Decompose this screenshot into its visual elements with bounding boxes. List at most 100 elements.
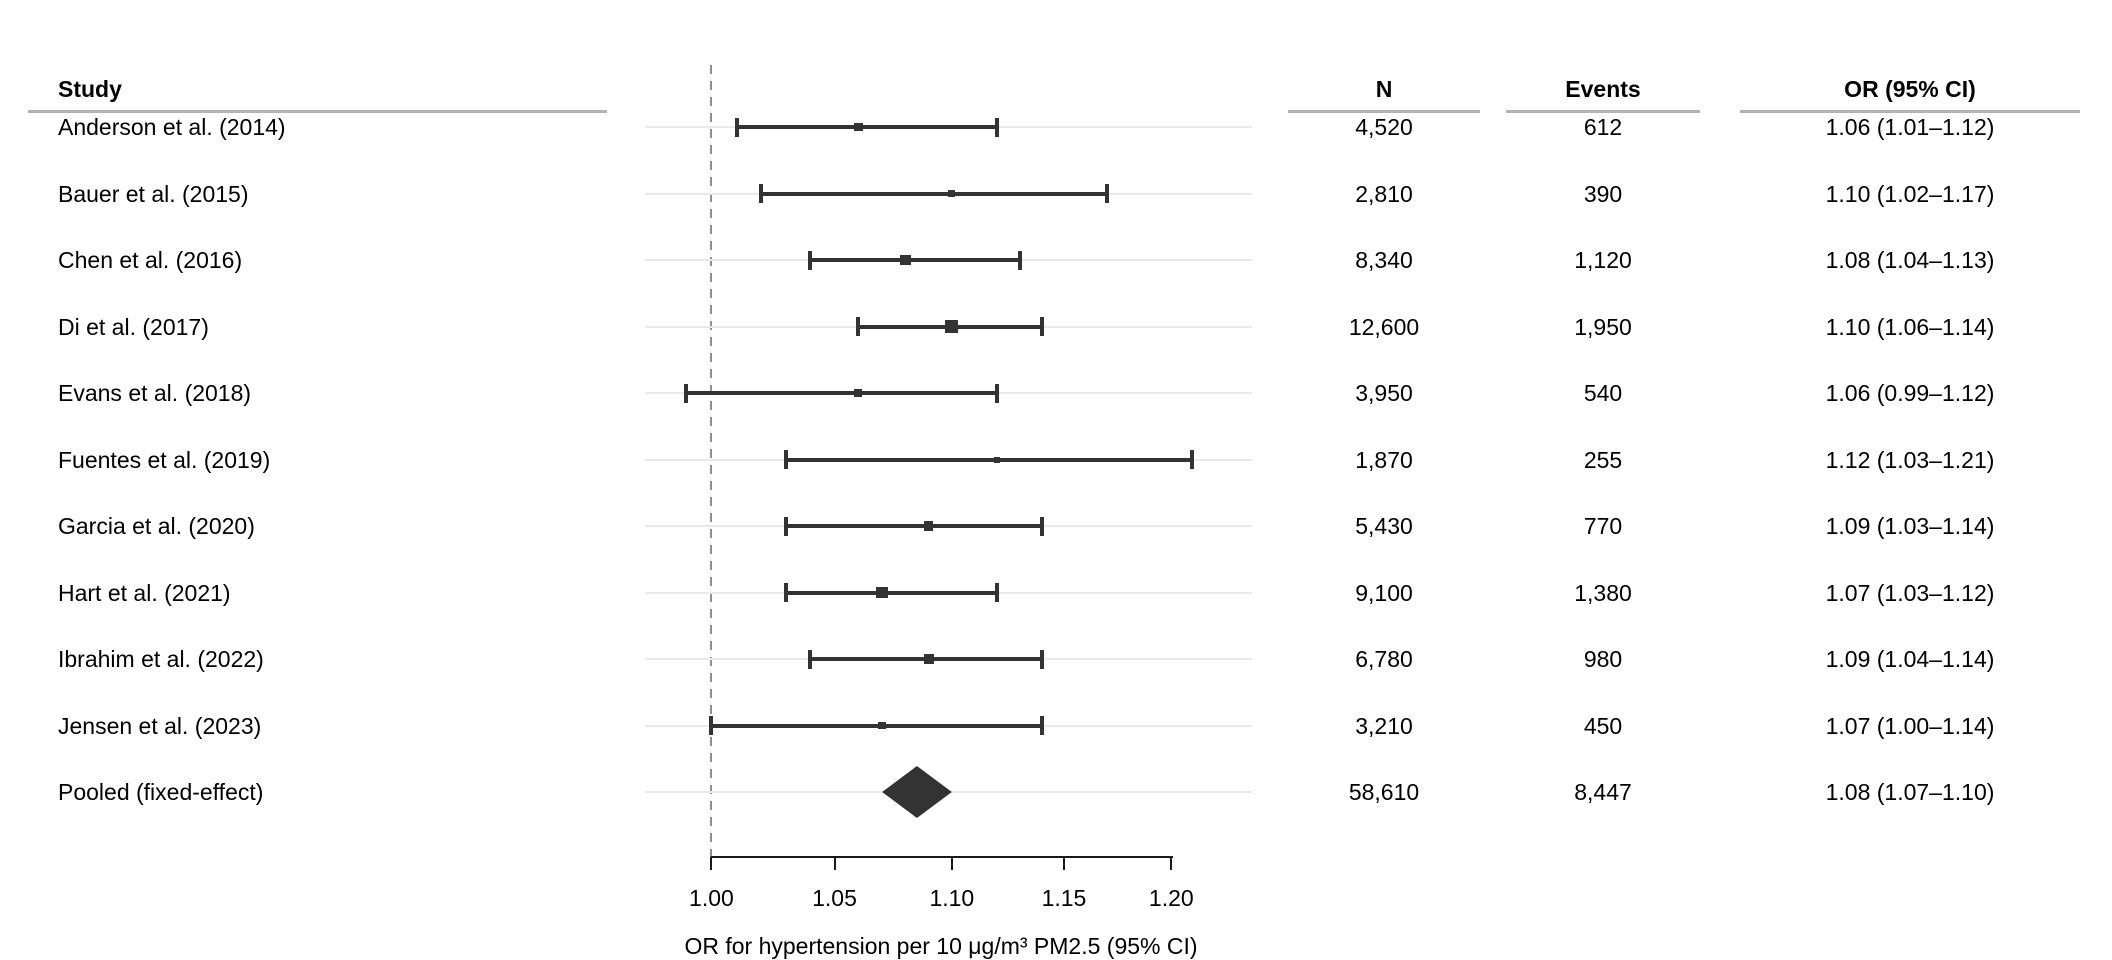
- x-axis-tick-label: 1.15: [1041, 885, 1087, 911]
- ci-cap-high: [1039, 649, 1044, 669]
- study-label: Bauer et al. (2015): [58, 180, 249, 207]
- events-value: 540: [1583, 380, 1623, 406]
- events-header-rule: [1506, 110, 1700, 113]
- or-ci-value: 1.08 (1.07–1.10): [1825, 779, 1995, 805]
- ci-cap-high: [1105, 184, 1110, 203]
- column-header-study: Study: [58, 76, 122, 102]
- n-value: 5,430: [1355, 513, 1413, 539]
- events-value: 980: [1583, 646, 1623, 672]
- events-value: 1,950: [1574, 313, 1632, 340]
- n-value: 3,950: [1355, 380, 1413, 406]
- or-ci-value: 1.09 (1.04–1.14): [1825, 646, 1995, 672]
- ci-bar: [686, 391, 998, 395]
- ci-cap-high: [1039, 317, 1044, 336]
- events-value: 1,380: [1574, 579, 1632, 606]
- point-estimate-marker: [924, 521, 934, 531]
- x-axis-tick: [833, 857, 836, 870]
- ci-bar: [711, 723, 1042, 728]
- ci-cap-low: [808, 250, 813, 270]
- n-value: 6,780: [1355, 646, 1413, 672]
- ci-cap-high: [995, 383, 1000, 403]
- n-value: 8,340: [1355, 247, 1413, 273]
- ci-cap-high: [995, 583, 1000, 602]
- or-ci-value: 1.12 (1.03–1.21): [1825, 446, 1995, 473]
- study-label: Chen et al. (2016): [58, 247, 243, 273]
- point-estimate-marker: [948, 190, 956, 197]
- events-value: 8,447: [1574, 779, 1632, 805]
- ci-cap-low: [784, 583, 788, 602]
- x-axis-tick-label: 1.10: [929, 885, 975, 911]
- ci-cap-high: [995, 117, 1000, 137]
- x-axis-tick-label: 1.20: [1148, 885, 1194, 911]
- n-header-rule: [1288, 110, 1480, 113]
- or-ci-value: 1.10 (1.06–1.14): [1825, 313, 1995, 340]
- ci-bar: [786, 457, 1193, 462]
- or-ci-value: 1.06 (0.99–1.12): [1825, 380, 1995, 406]
- n-value: 12,600: [1348, 313, 1420, 340]
- pooled-diamond: [882, 766, 952, 818]
- n-value: 58,610: [1348, 779, 1420, 805]
- x-axis-tick: [1170, 857, 1173, 870]
- x-axis-tick: [710, 857, 713, 870]
- study-label: Hart et al. (2021): [58, 579, 231, 606]
- ci-cap-low: [808, 649, 813, 669]
- ci-cap-high: [1190, 450, 1195, 469]
- events-value: 390: [1583, 180, 1623, 207]
- study-label: Evans et al. (2018): [58, 380, 252, 406]
- x-axis-tick: [950, 857, 953, 870]
- point-estimate-marker: [854, 389, 863, 397]
- point-estimate-marker: [854, 122, 863, 132]
- x-axis-title: OR for hypertension per 10 μg/m³ PM2.5 (…: [684, 933, 1198, 959]
- point-estimate-marker: [900, 254, 911, 266]
- n-value: 1,870: [1355, 446, 1413, 473]
- events-value: 450: [1583, 712, 1623, 739]
- or-ci-value: 1.08 (1.04–1.13): [1825, 247, 1995, 273]
- ci-cap-high: [1039, 516, 1044, 536]
- events-value: 1,120: [1574, 247, 1632, 273]
- events-value: 255: [1583, 446, 1623, 473]
- x-axis-line: [711, 856, 1174, 858]
- or-ci-value: 1.09 (1.03–1.14): [1825, 513, 1995, 539]
- n-value: 4,520: [1355, 114, 1413, 140]
- n-value: 9,100: [1355, 579, 1413, 606]
- or-ci-value: 1.07 (1.00–1.14): [1825, 712, 1995, 739]
- or-ci-value: 1.07 (1.03–1.12): [1825, 579, 1995, 606]
- or-ci-value: 1.06 (1.01–1.12): [1825, 114, 1995, 140]
- point-estimate-marker: [923, 654, 934, 664]
- x-axis-tick: [1062, 857, 1065, 870]
- x-axis-tick-label: 1.00: [689, 885, 734, 911]
- n-value: 3,210: [1355, 712, 1413, 739]
- study-label: Ibrahim et al. (2022): [58, 646, 264, 672]
- point-estimate-marker: [878, 721, 886, 730]
- n-value: 2,810: [1355, 180, 1413, 207]
- ci-cap-low: [709, 716, 714, 735]
- study-label: Anderson et al. (2014): [58, 114, 286, 140]
- ci-bar: [786, 524, 1042, 528]
- point-estimate-marker: [876, 586, 888, 599]
- study-header-rule: [28, 110, 607, 113]
- study-label: Fuentes et al. (2019): [58, 446, 271, 473]
- column-header-events: Events: [1565, 76, 1641, 102]
- ci-cap-low: [684, 383, 689, 403]
- ci-cap-low: [759, 184, 764, 203]
- column-header-n: N: [1375, 76, 1393, 102]
- ci-cap-high: [1017, 250, 1022, 270]
- ci-cap-low: [784, 450, 788, 469]
- reference-line: [710, 65, 713, 857]
- ci-bar: [761, 191, 1108, 196]
- point-estimate-marker: [994, 456, 1001, 463]
- or-ci-value: 1.10 (1.02–1.17): [1825, 180, 1995, 207]
- events-value: 612: [1583, 114, 1623, 140]
- study-label: Jensen et al. (2023): [58, 712, 262, 739]
- x-axis-tick-label: 1.05: [812, 885, 857, 911]
- study-label: Pooled (fixed-effect): [58, 779, 264, 805]
- ci-cap-low: [734, 117, 739, 137]
- column-header-or-ci: OR (95% CI): [1844, 76, 1976, 102]
- or-header-rule: [1740, 110, 2080, 113]
- ci-cap-low: [856, 317, 861, 336]
- point-estimate-marker: [945, 320, 959, 333]
- study-label: Garcia et al. (2020): [58, 513, 255, 539]
- ci-cap-high: [1039, 716, 1044, 735]
